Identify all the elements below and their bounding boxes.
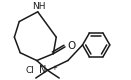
Text: NH: NH xyxy=(32,2,45,11)
Text: +: + xyxy=(51,65,57,71)
Text: Cl: Cl xyxy=(26,66,35,75)
Text: ⁻: ⁻ xyxy=(40,65,43,71)
Text: O: O xyxy=(67,41,75,51)
Text: N: N xyxy=(39,65,47,75)
